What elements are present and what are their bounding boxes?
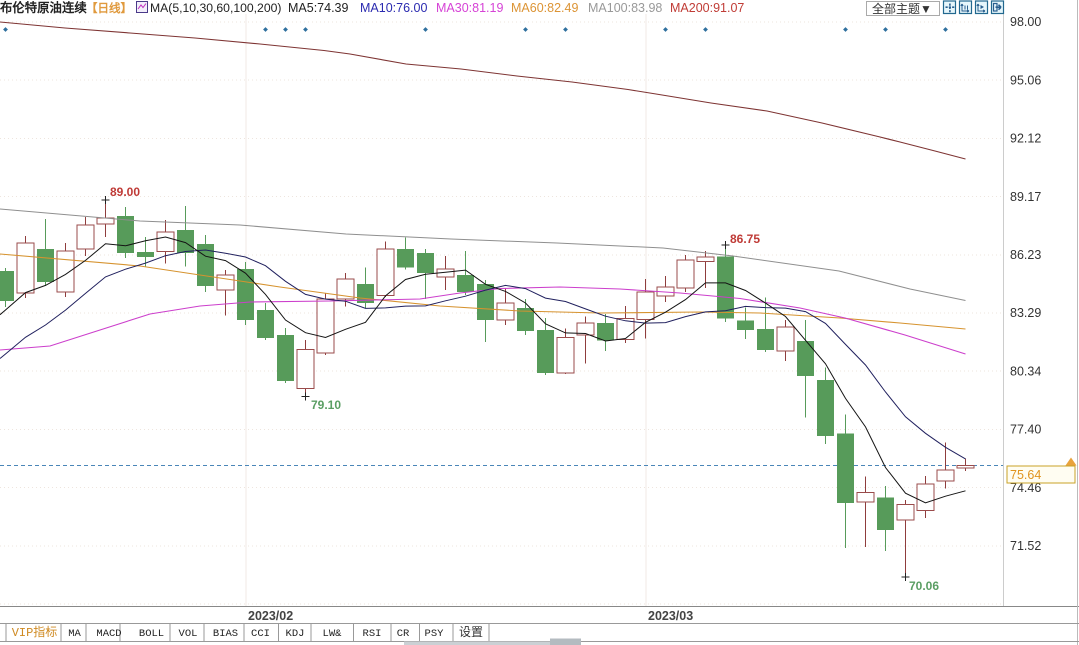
svg-text:89.00: 89.00 <box>110 185 140 199</box>
svg-text:【日线】: 【日线】 <box>86 1 132 15</box>
svg-text:MA10:76.00: MA10:76.00 <box>360 1 427 15</box>
svg-text:PSY: PSY <box>425 628 445 640</box>
svg-text:80.34: 80.34 <box>1010 364 1041 378</box>
svg-text:89.17: 89.17 <box>1010 190 1041 204</box>
svg-text:布伦特原油连续: 布伦特原油连续 <box>0 0 87 15</box>
svg-text:MA(5,10,30,60,100,200): MA(5,10,30,60,100,200) <box>150 1 281 15</box>
svg-text:71.52: 71.52 <box>1010 539 1041 553</box>
svg-text:98.00: 98.00 <box>1010 15 1041 29</box>
svg-text:MA100:83.98: MA100:83.98 <box>588 1 662 15</box>
svg-text:KDJ: KDJ <box>286 628 305 640</box>
svg-text:RSI: RSI <box>363 628 382 640</box>
svg-text:CR: CR <box>397 628 410 640</box>
svg-text:MA60:82.49: MA60:82.49 <box>511 1 578 15</box>
svg-text:MA5:74.39: MA5:74.39 <box>288 1 349 15</box>
svg-text:77.40: 77.40 <box>1010 423 1041 437</box>
svg-text:95.06: 95.06 <box>1010 73 1041 87</box>
svg-text:BOLL: BOLL <box>139 628 164 640</box>
svg-text:全部主题▼: 全部主题▼ <box>872 1 932 16</box>
svg-text:MACD: MACD <box>96 628 121 640</box>
svg-text:BIAS: BIAS <box>213 628 238 640</box>
svg-text:86.23: 86.23 <box>1010 248 1041 262</box>
svg-text:74.46: 74.46 <box>1010 481 1041 495</box>
svg-text:75.64: 75.64 <box>1010 468 1041 482</box>
svg-text:VOL: VOL <box>179 628 198 640</box>
svg-text:2023/02: 2023/02 <box>248 609 293 623</box>
svg-text:79.10: 79.10 <box>311 398 341 412</box>
svg-text:92.12: 92.12 <box>1010 132 1041 146</box>
svg-text:83.29: 83.29 <box>1010 306 1041 320</box>
svg-text:CCI: CCI <box>251 628 270 640</box>
svg-text:70.06: 70.06 <box>909 579 939 593</box>
svg-text:2023/03: 2023/03 <box>648 609 693 623</box>
svg-text:设置: 设置 <box>459 625 483 640</box>
svg-text:86.75: 86.75 <box>730 232 760 246</box>
svg-text:MA30:81.19: MA30:81.19 <box>436 1 503 15</box>
svg-text:LW&: LW& <box>323 628 343 640</box>
svg-text:VIP指标: VIP指标 <box>12 624 58 640</box>
svg-text:MA200:91.07: MA200:91.07 <box>670 1 744 15</box>
svg-text:MA: MA <box>68 628 81 640</box>
